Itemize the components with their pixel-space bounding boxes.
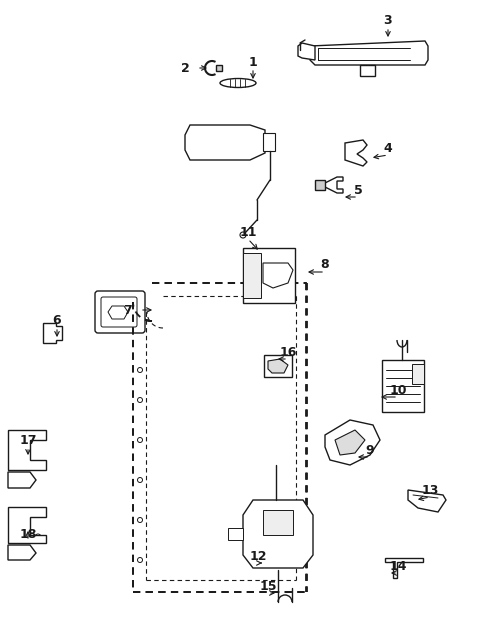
- Text: 7: 7: [123, 304, 132, 317]
- Text: 17: 17: [19, 433, 37, 446]
- Polygon shape: [227, 528, 242, 540]
- Polygon shape: [263, 355, 291, 377]
- Text: 15: 15: [259, 580, 276, 592]
- Polygon shape: [262, 510, 292, 535]
- Polygon shape: [309, 41, 427, 65]
- Circle shape: [12, 476, 20, 484]
- Circle shape: [240, 232, 245, 238]
- Polygon shape: [262, 263, 292, 288]
- Text: 1: 1: [248, 56, 257, 68]
- Polygon shape: [242, 248, 294, 303]
- Text: 6: 6: [53, 314, 61, 327]
- Circle shape: [268, 254, 273, 259]
- Text: 9: 9: [365, 443, 374, 456]
- Text: 13: 13: [421, 483, 438, 496]
- Circle shape: [286, 357, 289, 361]
- Polygon shape: [8, 430, 46, 470]
- Circle shape: [35, 433, 41, 439]
- Circle shape: [290, 546, 298, 554]
- Text: 16: 16: [279, 346, 296, 359]
- Polygon shape: [334, 430, 364, 455]
- Polygon shape: [108, 306, 128, 319]
- Polygon shape: [242, 500, 312, 568]
- Circle shape: [35, 461, 41, 467]
- Circle shape: [392, 47, 406, 61]
- Text: 2: 2: [180, 61, 189, 74]
- Circle shape: [12, 519, 24, 531]
- Circle shape: [137, 558, 142, 563]
- Circle shape: [12, 444, 24, 456]
- Text: 4: 4: [383, 141, 392, 155]
- Circle shape: [45, 329, 53, 337]
- Circle shape: [286, 294, 291, 299]
- Circle shape: [35, 534, 41, 540]
- Polygon shape: [344, 140, 366, 166]
- Polygon shape: [359, 65, 374, 76]
- Circle shape: [257, 546, 264, 554]
- Circle shape: [265, 357, 270, 361]
- Polygon shape: [8, 545, 36, 560]
- Text: 5: 5: [353, 183, 362, 197]
- Polygon shape: [43, 323, 62, 343]
- Text: 18: 18: [19, 528, 37, 540]
- Circle shape: [245, 283, 256, 293]
- Polygon shape: [407, 490, 445, 512]
- Text: 8: 8: [320, 259, 329, 272]
- Circle shape: [12, 549, 20, 557]
- Polygon shape: [8, 472, 36, 488]
- Polygon shape: [215, 65, 222, 71]
- Polygon shape: [314, 180, 324, 190]
- Polygon shape: [384, 558, 422, 578]
- Text: 12: 12: [249, 550, 266, 563]
- Text: 11: 11: [239, 225, 256, 239]
- Polygon shape: [184, 125, 264, 160]
- Polygon shape: [297, 43, 314, 60]
- Polygon shape: [262, 133, 274, 151]
- Circle shape: [268, 294, 273, 299]
- Text: 10: 10: [389, 384, 406, 396]
- Polygon shape: [242, 253, 260, 298]
- Circle shape: [137, 367, 142, 372]
- FancyBboxPatch shape: [95, 291, 145, 333]
- FancyBboxPatch shape: [101, 297, 136, 327]
- Text: 3: 3: [383, 14, 392, 26]
- Circle shape: [348, 147, 356, 155]
- Circle shape: [35, 510, 41, 516]
- Circle shape: [396, 51, 402, 57]
- Circle shape: [137, 518, 142, 523]
- Circle shape: [137, 478, 142, 483]
- Circle shape: [340, 436, 348, 444]
- Circle shape: [137, 438, 142, 443]
- Polygon shape: [381, 360, 423, 412]
- Circle shape: [244, 262, 257, 274]
- Circle shape: [137, 398, 142, 403]
- Polygon shape: [324, 177, 342, 193]
- Polygon shape: [8, 507, 46, 543]
- Polygon shape: [411, 364, 423, 384]
- Polygon shape: [268, 359, 287, 373]
- Polygon shape: [324, 420, 379, 465]
- Circle shape: [286, 254, 291, 259]
- Text: 14: 14: [389, 560, 406, 573]
- Ellipse shape: [197, 134, 248, 152]
- Ellipse shape: [220, 78, 256, 88]
